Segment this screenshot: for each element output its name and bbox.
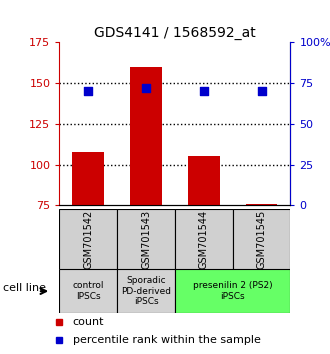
Text: GSM701542: GSM701542 bbox=[83, 209, 93, 269]
Text: presenilin 2 (PS2)
iPSCs: presenilin 2 (PS2) iPSCs bbox=[193, 281, 273, 301]
Bar bbox=[233, 209, 290, 269]
Bar bbox=[72, 152, 104, 205]
Bar bbox=[59, 209, 117, 269]
Text: GSM701545: GSM701545 bbox=[256, 209, 267, 269]
Text: cell line: cell line bbox=[3, 282, 46, 293]
Bar bbox=[117, 209, 175, 269]
Title: GDS4141 / 1568592_at: GDS4141 / 1568592_at bbox=[94, 26, 256, 40]
Point bbox=[85, 88, 91, 94]
Text: GSM701543: GSM701543 bbox=[141, 209, 151, 269]
Bar bbox=[175, 209, 233, 269]
Text: Sporadic
PD-derived
iPSCs: Sporadic PD-derived iPSCs bbox=[121, 276, 171, 306]
Bar bbox=[188, 156, 220, 205]
Bar bbox=[175, 269, 290, 313]
Text: count: count bbox=[73, 317, 104, 327]
Text: GSM701544: GSM701544 bbox=[199, 209, 209, 269]
Bar bbox=[246, 204, 278, 205]
Bar bbox=[130, 67, 162, 205]
Text: percentile rank within the sample: percentile rank within the sample bbox=[73, 335, 260, 345]
Point bbox=[143, 85, 148, 91]
Point bbox=[201, 88, 207, 94]
Bar bbox=[59, 269, 117, 313]
Bar bbox=[117, 269, 175, 313]
Point bbox=[259, 88, 264, 94]
Text: control
IPSCs: control IPSCs bbox=[73, 281, 104, 301]
